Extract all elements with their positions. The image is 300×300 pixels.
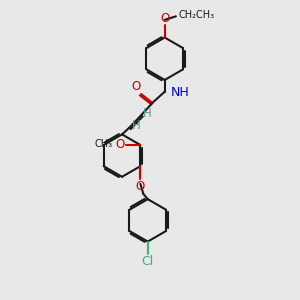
Text: O: O	[160, 12, 169, 25]
Text: H: H	[143, 107, 152, 120]
Text: H: H	[131, 119, 140, 132]
Text: NH: NH	[171, 86, 190, 99]
Text: O: O	[115, 139, 124, 152]
Text: Cl: Cl	[142, 255, 154, 268]
Text: O: O	[135, 180, 144, 193]
Text: CH₃: CH₃	[94, 139, 113, 149]
Text: CH₂CH₃: CH₂CH₃	[178, 11, 214, 20]
Text: O: O	[132, 80, 141, 93]
